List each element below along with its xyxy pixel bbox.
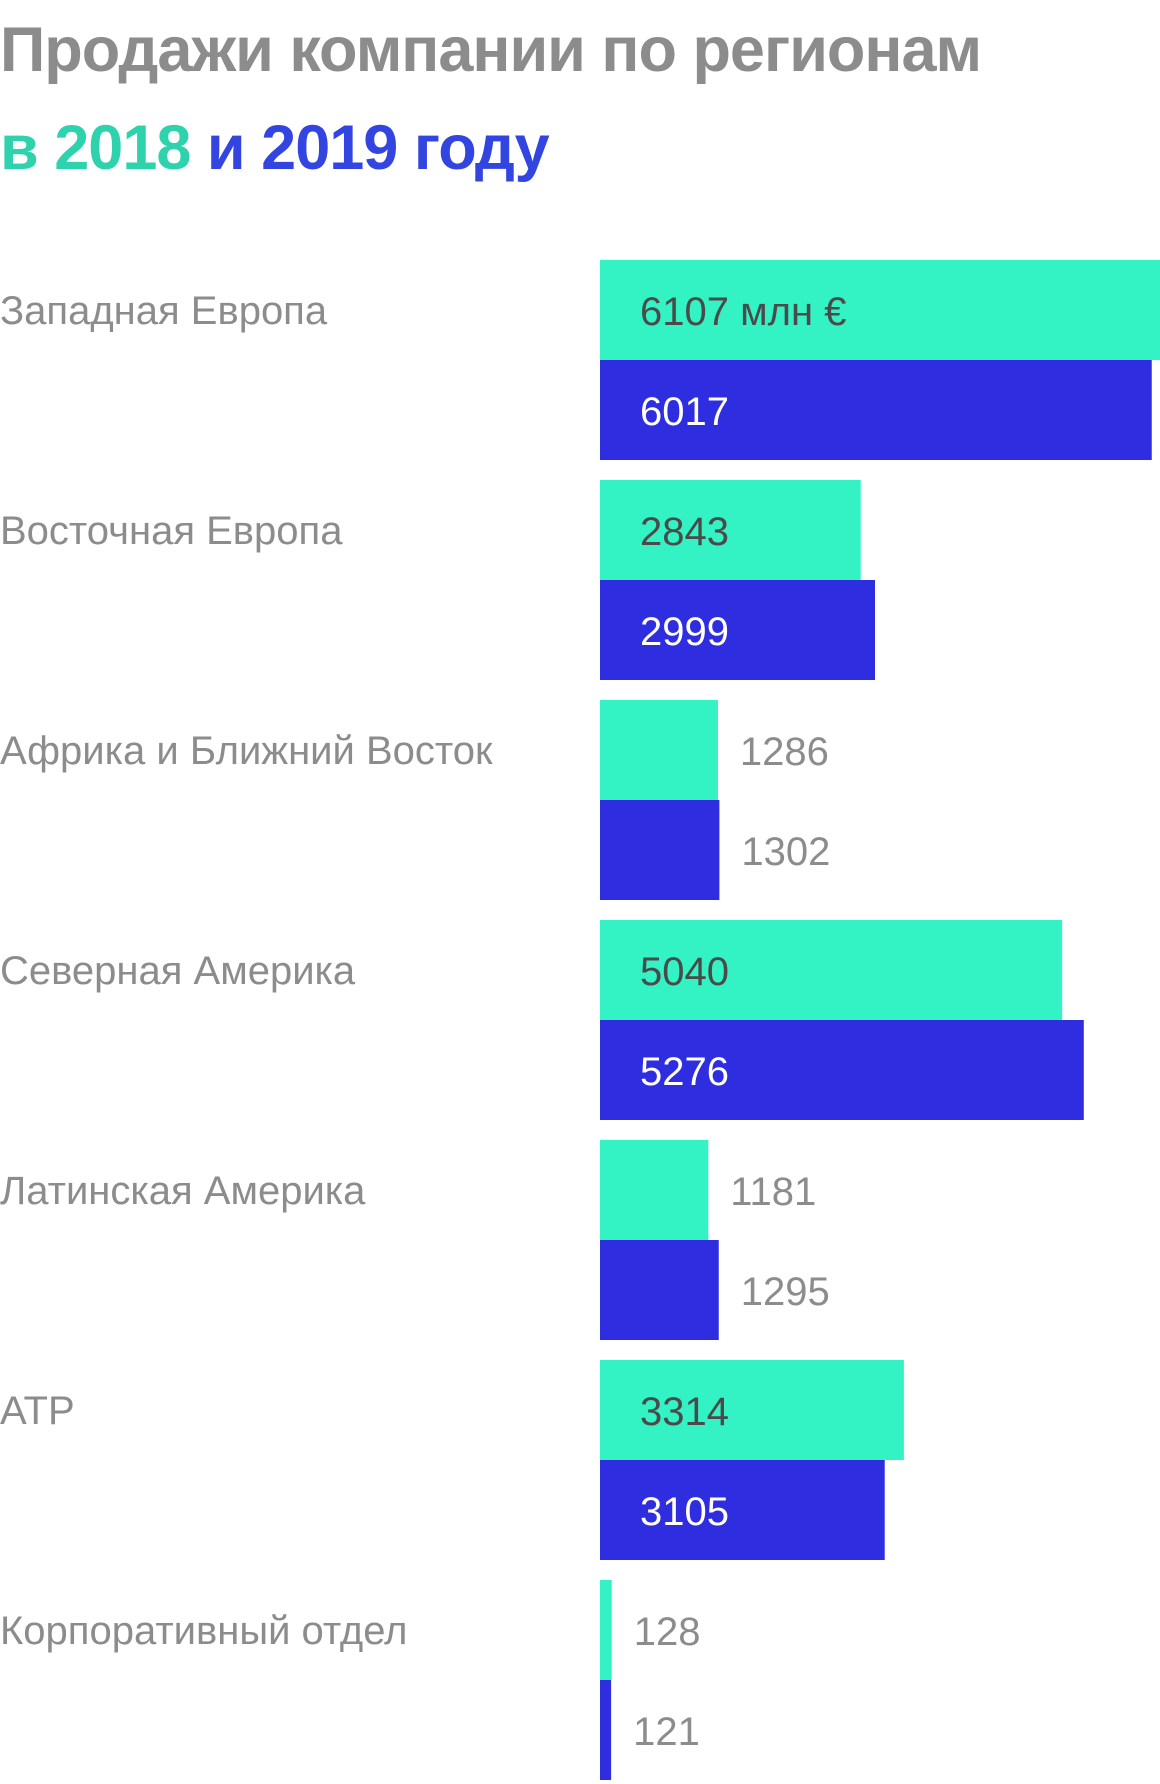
category-label: Западная Европа [0,289,328,333]
data-label-2019-африка-и-ближний-восток: 1302 [741,830,830,874]
data-label-2019-латинская-америка: 1295 [741,1270,830,1314]
bar-2019-западная-европа [600,360,1152,460]
bar-2018-северная-америка [600,920,1063,1020]
data-label-2018-северная-америка: 5040 [640,950,729,994]
subtitle-word-year: году [413,113,550,183]
bar-2018-африка-и-ближний-восток [600,700,718,800]
data-label-2018-атр: 3314 [640,1390,729,1434]
bar-2019-северная-америка [600,1020,1084,1120]
bar-2018-атр [600,1360,904,1460]
bar-2019-корпоративный-отдел [600,1680,612,1780]
category-label: Северная Америка [0,949,356,993]
legend-year-2018: 2018 [54,113,191,183]
data-label-2019-атр: 3105 [640,1490,729,1534]
bar-2019-африка-и-ближний-восток [600,800,720,900]
legend-year-2019: 2019 [261,113,398,183]
category-label: Латинская Америка [0,1169,366,1213]
category-label: Корпоративный отдел [0,1609,407,1653]
bar-2018-латинская-америка [600,1140,709,1240]
bar-2019-восточная-европа [600,580,876,680]
data-label-2019-северная-америка: 5276 [640,1050,729,1094]
bar-2018-восточная-европа [600,480,861,580]
category-label: Африка и Ближний Восток [0,729,493,773]
data-label-2018-корпоративный-отдел: 128 [634,1610,701,1654]
bar-2018-западная-европа [600,260,1160,360]
data-label-2018-восточная-европа: 2843 [640,510,729,554]
chart-subtitle: в 2018 и 2019 году [0,108,550,188]
data-label-2018-африка-и-ближний-восток: 1286 [740,730,829,774]
category-label: АТР [0,1389,75,1433]
subtitle-word-and: и [206,113,246,183]
data-label-2018-латинская-америка: 1181 [730,1170,816,1214]
data-label-2018-западная-европа: 6107 млн € [640,290,846,334]
subtitle-word-prefix: в [0,113,39,183]
data-label-2019-западная-европа: 6017 [640,390,729,434]
bar-2019-латинская-америка [600,1240,719,1340]
bar-2018-корпоративный-отдел [600,1580,612,1680]
category-label: Восточная Европа [0,509,343,553]
bar-2019-атр [600,1460,885,1560]
page-title: Продажи компании по регионам [0,15,982,85]
data-label-2019-восточная-европа: 2999 [640,610,729,654]
data-label-2019-корпоративный-отдел: 121 [633,1710,700,1754]
